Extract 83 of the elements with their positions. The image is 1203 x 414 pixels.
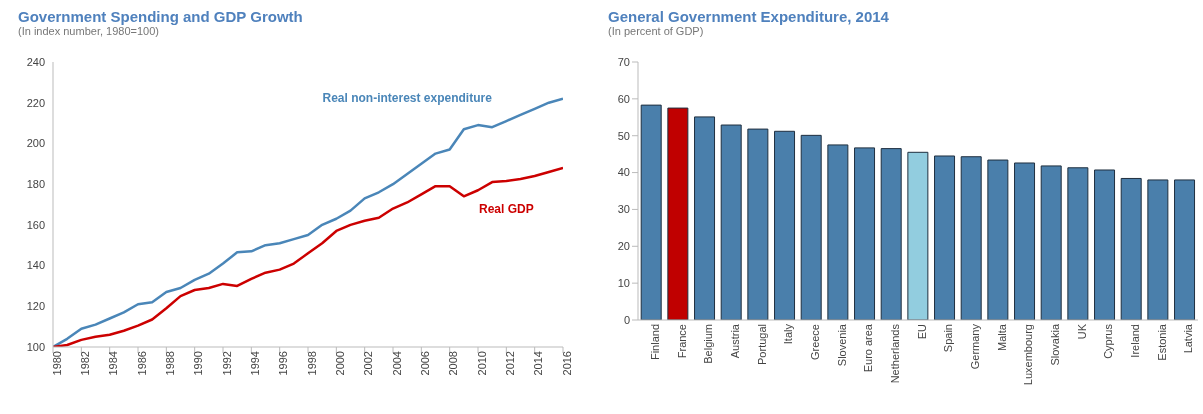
y-tick-label: 60 — [617, 92, 630, 105]
y-tick-label: 10 — [617, 277, 630, 290]
x-tick-label: Luxembourg — [1022, 324, 1035, 386]
bar — [667, 107, 689, 320]
bar — [960, 156, 982, 320]
x-tick-label: 1984 — [107, 351, 120, 376]
y-tick-label: 240 — [26, 55, 45, 68]
x-tick-label: Slovenia — [835, 323, 848, 367]
x-tick-label: 2016 — [560, 351, 573, 376]
chart-title: Government Spending and GDP Growth — [18, 8, 304, 25]
x-tick-label: UK — [1075, 323, 1088, 340]
x-tick-label: 2008 — [447, 351, 460, 376]
x-tick-label: 2010 — [475, 351, 488, 376]
y-tick-label: 50 — [617, 129, 630, 142]
bar — [1120, 177, 1142, 320]
y-tick-label: 200 — [26, 137, 45, 150]
bar — [747, 128, 769, 320]
x-tick-label: Spain — [942, 324, 955, 353]
x-tick-label: 1990 — [192, 351, 205, 376]
x-tick-label: Portugal — [755, 324, 768, 365]
bar — [694, 116, 716, 320]
bar — [1014, 162, 1036, 320]
series-label: Real GDP — [478, 202, 534, 217]
x-tick-label: 2002 — [362, 351, 375, 376]
x-tick-label: Slovakia — [1049, 323, 1062, 366]
y-tick-label: 140 — [26, 259, 45, 272]
bar — [1147, 179, 1169, 320]
x-tick-label: 1996 — [277, 351, 290, 376]
bar — [720, 124, 742, 320]
x-tick-label: Ireland — [1129, 324, 1142, 358]
x-tick-label: 1988 — [164, 351, 177, 376]
bar — [907, 151, 929, 320]
x-tick-label: Latvia — [1182, 323, 1195, 354]
y-tick-label: 120 — [26, 300, 45, 313]
bar — [880, 148, 902, 320]
series-label: Real non-interest expenditure — [322, 90, 493, 105]
x-tick-label: Netherlands — [889, 323, 902, 384]
x-tick-label: Belgium — [702, 324, 715, 364]
y-tick-label: 0 — [623, 313, 630, 326]
x-tick-label: 1986 — [135, 351, 148, 376]
x-tick-label: 1992 — [220, 351, 233, 376]
x-tick-label: Greece — [809, 324, 822, 361]
chart-subtitle: (In percent of GDP) — [608, 25, 705, 37]
bar — [934, 155, 956, 320]
x-tick-label: 1982 — [79, 351, 92, 376]
x-tick-label: Euro area — [862, 323, 875, 373]
x-tick-label: Austria — [729, 323, 742, 359]
bar — [640, 104, 662, 320]
x-tick-label: Cyprus — [1102, 323, 1115, 359]
x-tick-label: Germany — [969, 323, 982, 370]
x-tick-label: Malta — [995, 323, 1008, 351]
x-tick-label: 2012 — [504, 351, 517, 376]
y-tick-label: 180 — [26, 178, 45, 191]
bar — [1174, 179, 1196, 320]
bar — [774, 130, 796, 320]
bar — [854, 147, 876, 320]
chart-title: General Government Expenditure, 2014 — [608, 8, 890, 25]
y-tick-label: 20 — [617, 240, 630, 253]
x-tick-label: 2004 — [390, 351, 403, 376]
bar — [1094, 169, 1116, 320]
bar — [800, 134, 822, 320]
x-tick-label: Estonia — [1155, 323, 1168, 361]
bar — [827, 144, 849, 320]
y-tick-label: 70 — [617, 55, 630, 68]
x-tick-label: Italy — [782, 323, 795, 345]
y-tick-label: 40 — [617, 166, 630, 179]
y-tick-label: 100 — [26, 340, 45, 353]
x-tick-label: Finland — [649, 324, 662, 361]
x-tick-label: 1994 — [249, 351, 262, 376]
x-tick-label: 2014 — [532, 351, 545, 376]
y-tick-label: 30 — [617, 203, 630, 216]
chart-subtitle: (In index number, 1980=100) — [18, 25, 160, 37]
y-tick-label: 220 — [26, 96, 45, 109]
x-tick-label: 2006 — [419, 351, 432, 376]
y-tick-label: 160 — [26, 218, 45, 231]
x-tick-label: EU — [915, 323, 928, 340]
x-tick-label: France — [675, 324, 688, 359]
bar — [987, 159, 1009, 320]
bar — [1040, 165, 1062, 320]
x-tick-label: 1998 — [305, 351, 318, 376]
x-tick-label: 1980 — [50, 351, 63, 376]
bar — [1067, 167, 1089, 320]
x-tick-label: 2000 — [334, 351, 347, 376]
